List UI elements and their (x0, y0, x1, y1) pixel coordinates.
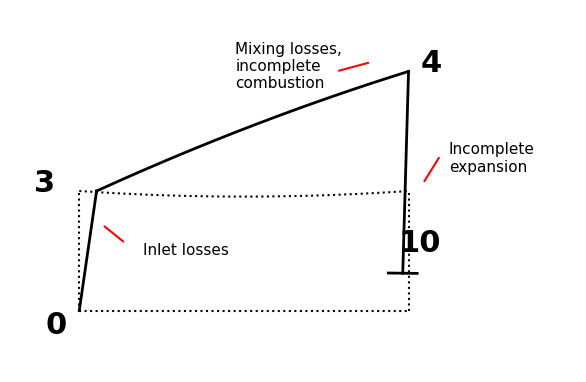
Text: Mixing losses,
incomplete
combustion: Mixing losses, incomplete combustion (235, 42, 342, 91)
Text: Inlet losses: Inlet losses (143, 243, 229, 258)
Text: 10: 10 (399, 229, 441, 258)
Text: 0: 0 (46, 311, 67, 340)
Text: 3: 3 (34, 169, 55, 198)
Text: Incomplete
expansion: Incomplete expansion (449, 142, 535, 175)
Text: 4: 4 (421, 49, 442, 78)
